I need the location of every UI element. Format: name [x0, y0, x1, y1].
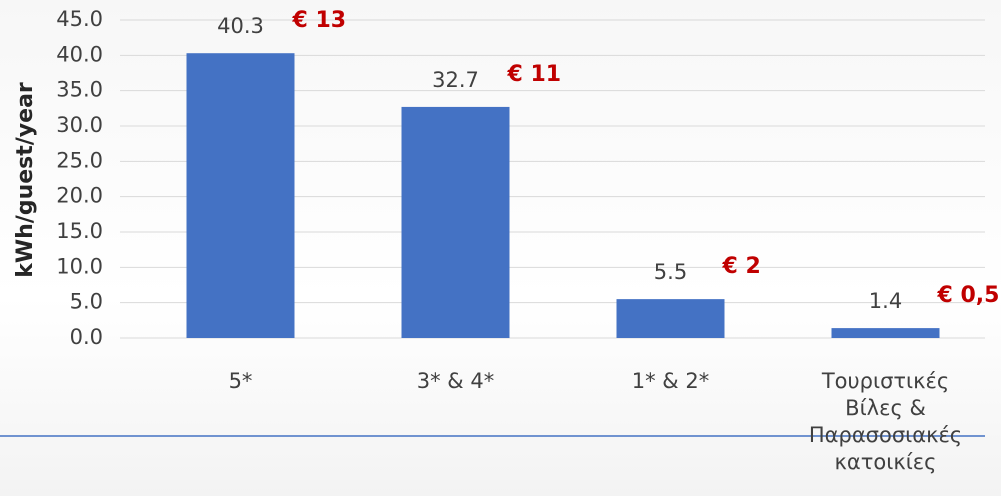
y-tick-label: 30.0 — [56, 113, 103, 137]
x-tick-label: 5* — [229, 369, 253, 393]
x-tick-label-line: Βίλες & — [845, 396, 926, 420]
bar — [831, 328, 940, 338]
value-label: 40.3 — [217, 14, 264, 38]
value-label: 5.5 — [654, 260, 687, 284]
annotation: € 11 — [507, 62, 562, 87]
y-tick-label: 10.0 — [56, 254, 103, 278]
annotation: € 0,5 — [937, 283, 1000, 308]
bar — [616, 299, 725, 338]
y-tick-label: 25.0 — [56, 148, 103, 172]
x-tick-label: 1* & 2* — [632, 369, 709, 393]
x-tick-label-line: 5* — [229, 369, 253, 393]
y-tick-label: 15.0 — [56, 219, 103, 243]
x-tick-label: 3* & 4* — [417, 369, 494, 393]
bar — [186, 53, 295, 339]
bar — [401, 106, 510, 338]
y-tick-label: 0.0 — [70, 325, 103, 349]
y-axis-title: kWh/guest/year — [13, 82, 38, 278]
annotation: € 13 — [292, 8, 347, 33]
value-label: 32.7 — [432, 68, 479, 92]
x-tick-label-line: κατοικίες — [835, 450, 937, 474]
value-label: 1.4 — [869, 289, 902, 313]
x-tick-label-line: 1* & 2* — [632, 369, 709, 393]
y-tick-label: 45.0 — [56, 7, 103, 31]
x-tick-label-line: Τουριστικές — [821, 369, 949, 393]
x-tick-label-line: Παρασοσιακές — [809, 423, 962, 447]
x-tick-label-line: 3* & 4* — [417, 369, 494, 393]
y-tick-label: 40.0 — [56, 42, 103, 66]
x-tick-label: Τουριστικές Βίλες & Παρασοσιακές κατοικίες — [809, 369, 962, 474]
annotation: € 2 — [722, 254, 761, 279]
y-tick-label: 5.0 — [70, 290, 103, 314]
y-tick-label: 35.0 — [56, 78, 103, 102]
y-tick-label: 20.0 — [56, 184, 103, 208]
